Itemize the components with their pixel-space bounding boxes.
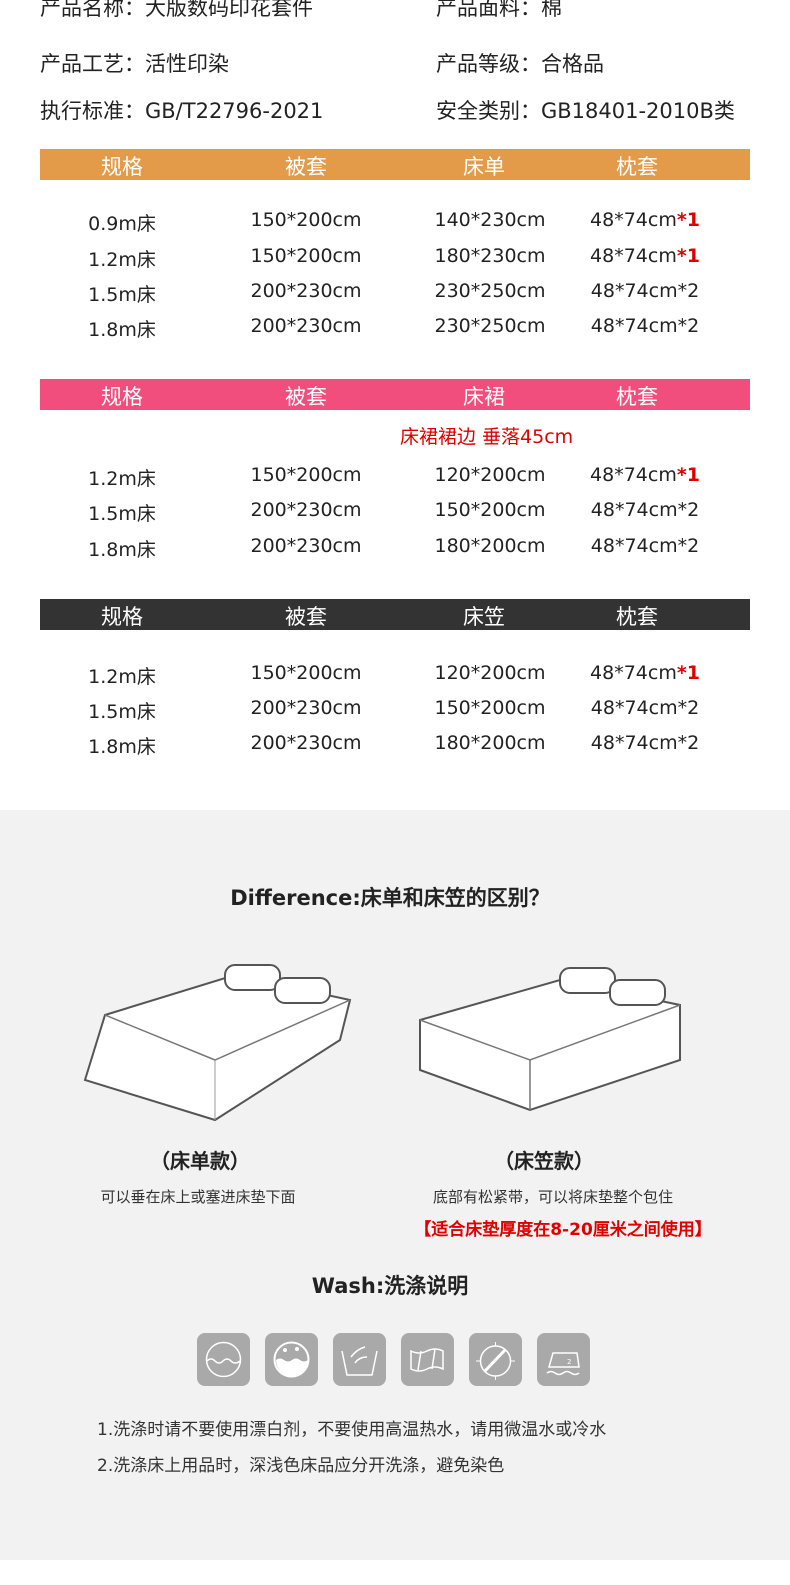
table-row: 1.8m床 200*230cm 230*250cm 48*74cm*2 [0,315,790,341]
table-row: 1.2m床 150*200cm 120*200cm 48*74cm*1 [0,662,790,688]
column-header: 规格 [101,385,143,409]
table-header: 规格 被套 床笠 枕套 [40,599,750,630]
table-row: 1.2m床 150*200cm 120*200cm 48*74cm*1 [0,464,790,490]
fitted-sheet-illustration [419,967,681,1112]
table-cell: 48*74cm*1 [590,464,700,486]
table-cell: 180*200cm [434,535,546,557]
table-cell: 48*74cm*1 [590,662,700,684]
column-header: 被套 [285,605,327,629]
column-header: 枕套 [616,385,658,409]
table-row: 1.5m床 200*230cm 150*200cm 48*74cm*2 [0,499,790,525]
fitted-sheet-desc: 底部有松紧带，可以将床垫整个包住 [432,1188,674,1206]
table-cell: 48*74cm*2 [590,280,700,302]
table-header: 规格 被套 床单 枕套 [40,149,750,180]
column-header: 被套 [285,385,327,409]
fitted-sheet-note: 【适合床垫厚度在8-20厘米之间使用】 [414,1220,712,1240]
difference-title: Difference:床单和床笠的区别？ [230,886,550,910]
table-cell: 48*74cm*2 [590,535,700,557]
table-cell: 150*200cm [250,662,362,684]
table-cell: 150*200cm [250,464,362,486]
table-row: 0.9m床 150*200cm 140*230cm 48*74cm*1 [0,209,790,235]
table-cell: 180*200cm [434,732,546,754]
table-cell: 200*230cm [250,535,362,557]
table-cell: 200*230cm [250,280,362,302]
table-cell: 200*230cm [250,499,362,521]
table-cell: 1.5m床 [88,701,156,723]
table-cell: 1.2m床 [88,468,156,490]
table-cell: 120*200cm [434,662,546,684]
column-header: 床单 [463,155,505,179]
table-cell: 48*74cm*2 [590,315,700,337]
table-row: 1.5m床 200*230cm 230*250cm 48*74cm*2 [0,280,790,306]
fitted-sheet-label: （床笠款） [494,1149,594,1173]
table-row: 1.8m床 200*230cm 180*200cm 48*74cm*2 [0,732,790,758]
info-name: 产品名称：大版数码印花套件 [40,0,313,20]
table-cell: 150*200cm [250,209,362,231]
info-fabric: 产品面料：棉 [436,0,562,20]
table-row: 1.5m床 200*230cm 150*200cm 48*74cm*2 [0,697,790,723]
info-safety: 安全类别：GB18401-2010B类 [436,99,735,123]
wash-title: Wash:洗涤说明 [311,1274,469,1298]
table-cell: 1.2m床 [88,666,156,688]
svg-text:2: 2 [567,1358,571,1366]
column-header: 床裙 [463,385,505,409]
table-cell: 1.5m床 [88,284,156,306]
table-cell: 150*200cm [434,697,546,719]
difference-section [0,810,790,1560]
flat-sheet-illustration [83,964,352,1122]
column-header: 规格 [101,155,143,179]
info-craft: 产品工艺：活性印染 [40,52,229,76]
pillow-count: *1 [676,662,700,684]
table-cell: 150*200cm [250,245,362,267]
table-cell: 48*74cm*2 [590,732,700,754]
table-cell: 1.5m床 [88,503,156,525]
iron-icon: 2 [537,1333,590,1386]
table-row: 1.8m床 200*230cm 180*200cm 48*74cm*2 [0,535,790,561]
pillow-count: *1 [676,245,700,267]
table-cell: 48*74cm*1 [590,209,700,231]
column-header: 床笠 [463,605,505,629]
table-cell: 180*230cm [434,245,546,267]
wash-water-icon [265,1333,318,1386]
column-header: 枕套 [616,605,658,629]
pillow-count: *1 [676,209,700,231]
table-cell: 230*250cm [434,315,546,337]
table-cell: 120*200cm [434,464,546,486]
column-header: 规格 [101,605,143,629]
table-cell: 230*250cm [434,280,546,302]
table-cell: 1.8m床 [88,539,156,561]
table-cell: 48*74cm*2 [590,697,700,719]
table-cell: 1.8m床 [88,736,156,758]
wash-line-1: 1.洗涤时请不要使用漂白剂，不要使用高温热水，请用微温水或冷水 [97,1420,607,1440]
wash-gentle-icon [197,1333,250,1386]
flat-sheet-desc: 可以垂在床上或塞进床垫下面 [100,1188,296,1206]
table-cell: 1.2m床 [88,249,156,271]
hand-wash-icon [333,1333,386,1386]
table-cell: 48*74cm*1 [590,245,700,267]
table-note: 床裙裙边 垂落45cm [400,426,574,448]
info-grade: 产品等级：合格品 [436,52,604,76]
table-header: 规格 被套 床裙 枕套 [40,379,750,410]
wash-line-2: 2.洗涤床上用品时，深浅色床品应分开洗涤，避免染色 [97,1456,505,1476]
pillow-count: *1 [676,464,700,486]
table-cell: 1.8m床 [88,319,156,341]
info-standard: 执行标准：GB/T22796-2021 [40,99,324,123]
tumble-dry-icon [469,1333,522,1386]
column-header: 被套 [285,155,327,179]
table-cell: 200*230cm [250,732,362,754]
table-cell: 200*230cm [250,315,362,337]
table-cell: 150*200cm [434,499,546,521]
no-wring-icon [401,1333,454,1386]
flat-sheet-label: （床单款） [150,1149,250,1173]
column-header: 枕套 [616,155,658,179]
table-cell: 200*230cm [250,697,362,719]
table-cell: 0.9m床 [88,213,156,235]
table-cell: 48*74cm*2 [590,499,700,521]
table-row: 1.2m床 150*200cm 180*230cm 48*74cm*1 [0,245,790,271]
table-cell: 140*230cm [434,209,546,231]
